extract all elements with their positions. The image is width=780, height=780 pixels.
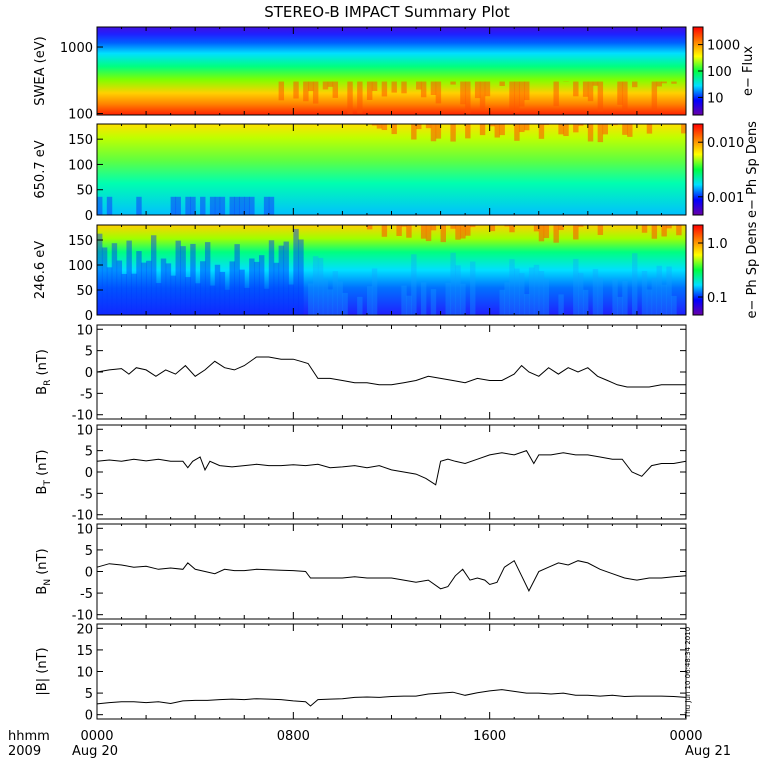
panel-4-frame [96, 324, 687, 420]
panel-5-ytick-label: -5 [80, 487, 93, 502]
heatmap-2-ylabel: 650.7 eV [33, 140, 48, 198]
colorbar-2-tick-label: 0.001 [707, 191, 744, 206]
panel-5-ytick-label: 0 [85, 466, 93, 481]
panel-4-ytick-label: 5 [85, 345, 93, 360]
panel-5-ylabel: BT (nT) [35, 450, 53, 495]
heatmap-1-ytick-label: 100 [68, 108, 93, 123]
series-line-4 [96, 689, 687, 707]
panel-6-frame [96, 523, 687, 620]
panel-4-ytick-label: -5 [80, 387, 93, 402]
xtick-label: 0000 [80, 729, 113, 744]
heatmap-2-ytick-label: 100 [68, 158, 93, 173]
colorbar-2-label: e− Ph Sp Dens [745, 121, 760, 218]
timestamp-label: Thu Jun 10 06:48:34 2010 [684, 627, 692, 719]
heatmap-3-ytick-label: 150 [68, 234, 93, 249]
colorbar-1-tick-label: 1000 [707, 39, 740, 54]
series-line-2 [96, 449, 687, 486]
colorbar-1-tick-label: 100 [707, 65, 732, 80]
ylabel-main: |B| [35, 678, 50, 696]
heatmap-1-ylabel: SWEA (eV) [33, 36, 48, 105]
ylabel-unit: (nT) [35, 647, 50, 677]
heatmap-3-ytick-label: 0 [85, 309, 93, 324]
panel-7-ytick-label: 20 [76, 622, 93, 637]
panel-5-ytick-label: 10 [76, 423, 93, 438]
panel-7-ylabel: |B| (nT) [35, 647, 50, 695]
xtick-label: 1600 [473, 729, 506, 744]
panel-6-ytick-label: 10 [76, 522, 93, 537]
panel-5-frame [96, 424, 687, 520]
panel-7-ytick-label: 0 [85, 709, 93, 724]
heatmap-2-ytick-label: 50 [76, 184, 93, 199]
colorbar-3-tick-label: 0.1 [707, 291, 728, 306]
colorbar-3-label: e− Ph Sp Dens [745, 221, 760, 318]
series-line-3 [96, 559, 687, 593]
panel-4-ytick-label: -10 [72, 409, 93, 424]
panel-6-ytick-label: -10 [72, 609, 93, 624]
end-day-label: Aug 21 [685, 744, 731, 759]
panel-7-frame [96, 623, 687, 720]
heatmap-3-ylabel: 246.6 eV [33, 241, 48, 299]
heatmap-3-image [97, 225, 686, 315]
heatmap-2-texture [97, 124, 687, 215]
panel-7-ytick-label: 15 [76, 644, 93, 659]
ylabel-unit: (nT) [35, 450, 50, 480]
panel-6-ytick-label: 5 [85, 544, 93, 559]
ylabel-main: B [35, 486, 50, 495]
panel-7-ytick-label: 10 [76, 666, 93, 681]
colorbar-1-tick-label: 10 [707, 91, 724, 106]
ylabel-sub: T [43, 480, 53, 487]
panel-6-ytick-label: 0 [85, 566, 93, 581]
panel-6-ytick-label: -5 [80, 587, 93, 602]
panel-4-ytick-label: 10 [76, 323, 93, 338]
xtick-label: 0000 [669, 729, 702, 744]
ylabel-sub: N [43, 579, 53, 586]
colorbar-1-label: e− Flux [741, 46, 756, 96]
hhmm-label: hhmm [8, 729, 50, 744]
heatmap-3-texture [97, 225, 682, 315]
colorbar-2-tick-label: 0.010 [707, 136, 744, 151]
colorbar-2 [692, 123, 704, 216]
ylabel-main: B [35, 586, 50, 595]
heatmap-2-ytick-label: 150 [68, 133, 93, 148]
xtick-label: 0800 [277, 729, 310, 744]
panel-5-ytick-label: 5 [85, 445, 93, 460]
colorbar-3 [692, 224, 704, 316]
ylabel-unit: (nT) [35, 548, 50, 578]
heatmap-1-ytick-label: 1000 [60, 41, 93, 56]
heatmap-1-texture [278, 81, 677, 114]
panel-4-ylabel: BR (nT) [35, 349, 53, 395]
colorbar-3-tick-label: 1.0 [707, 237, 728, 252]
plot-title: STEREO-B IMPACT Summary Plot [264, 3, 510, 21]
series-line-1 [96, 356, 686, 388]
heatmap-3-ytick-label: 50 [76, 284, 93, 299]
heatmap-3-ytick-label: 100 [68, 259, 93, 274]
ylabel-unit: (nT) [35, 349, 50, 379]
year-label: 2009 [8, 744, 41, 759]
panel-5-ytick-label: -10 [72, 509, 93, 524]
ylabel-main: B [35, 386, 50, 395]
panel-6-ylabel: BN (nT) [35, 548, 53, 594]
ylabel-sub: R [43, 380, 53, 386]
start-day-label: Aug 20 [72, 744, 118, 759]
panel-7-ytick-label: 5 [85, 687, 93, 702]
panel-4-ytick-label: 0 [85, 366, 93, 381]
heatmap-2-ytick-label: 0 [85, 209, 93, 224]
